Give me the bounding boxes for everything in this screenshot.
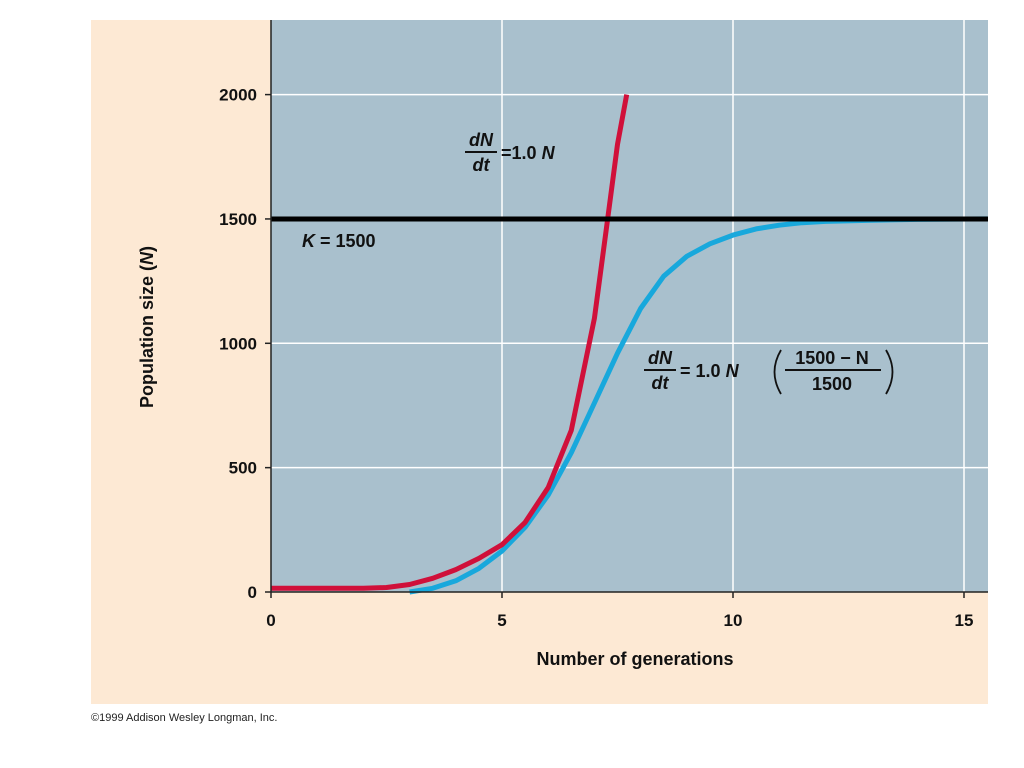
plot-background <box>271 20 988 592</box>
exponential-growth-curve <box>271 94 630 591</box>
x-tick-label: 0 <box>266 611 275 630</box>
copyright-text: ©1999 Addison Wesley Longman, Inc. <box>91 712 278 724</box>
logistic-equation: dN dt = 1.0 N 1500 − N 1500 <box>644 348 894 395</box>
x-tick-label: 10 <box>724 611 743 630</box>
carrying-capacity-value: = 1500 <box>315 231 376 251</box>
log-eq-denominator: dt <box>652 373 670 393</box>
log-eq-frac-denominator: 1500 <box>812 374 852 394</box>
exp-eq-numerator: dN <box>469 130 494 150</box>
figure-panel: 0 5 10 15 0 500 1000 1500 2000 Number of generat… <box>91 20 988 704</box>
y-tick-label: 1500 <box>219 210 257 229</box>
logistic-growth-curve <box>409 216 988 595</box>
log-eq-frac-numerator: 1500 − N <box>795 348 869 368</box>
carrying-capacity-var: K <box>302 231 317 251</box>
y-tick-label: 0 <box>248 583 257 602</box>
log-eq-right-paren <box>885 349 894 395</box>
log-eq-coef: = 1.0 <box>680 361 721 381</box>
exp-eq-coef: =1.0 <box>501 143 537 163</box>
series-layer <box>271 94 988 595</box>
exp-eq-rhs: =1.0 N <box>501 143 556 163</box>
y-axis-title-var: N <box>137 251 157 265</box>
x-tick-label: 15 <box>955 611 974 630</box>
logistic-growth-chart: 0 5 10 15 0 500 1000 1500 2000 Number of generat… <box>91 20 988 704</box>
exponential-equation: dN dt =1.0 N <box>465 130 556 175</box>
y-axis-title: Population size (N) <box>137 246 157 408</box>
carrying-capacity-label: K = 1500 <box>302 231 376 251</box>
y-tick-label: 500 <box>229 459 257 478</box>
y-tick-label: 1000 <box>219 334 257 353</box>
exp-eq-denominator: dt <box>473 155 491 175</box>
log-eq-var: N <box>726 361 740 381</box>
y-tick-label: 2000 <box>219 86 257 105</box>
tick-labels: 0 5 10 15 0 500 1000 1500 2000 <box>219 86 973 630</box>
y-axis-title-main: Population size ( <box>137 265 157 408</box>
y-axis-title-close: ) <box>137 246 157 252</box>
log-eq-numerator: dN <box>648 348 673 368</box>
log-eq-rhs: = 1.0 N <box>680 361 740 381</box>
x-tick-label: 5 <box>497 611 506 630</box>
exp-eq-var: N <box>542 143 556 163</box>
log-eq-left-paren <box>773 349 782 395</box>
x-axis-title: Number of generations <box>536 649 733 669</box>
